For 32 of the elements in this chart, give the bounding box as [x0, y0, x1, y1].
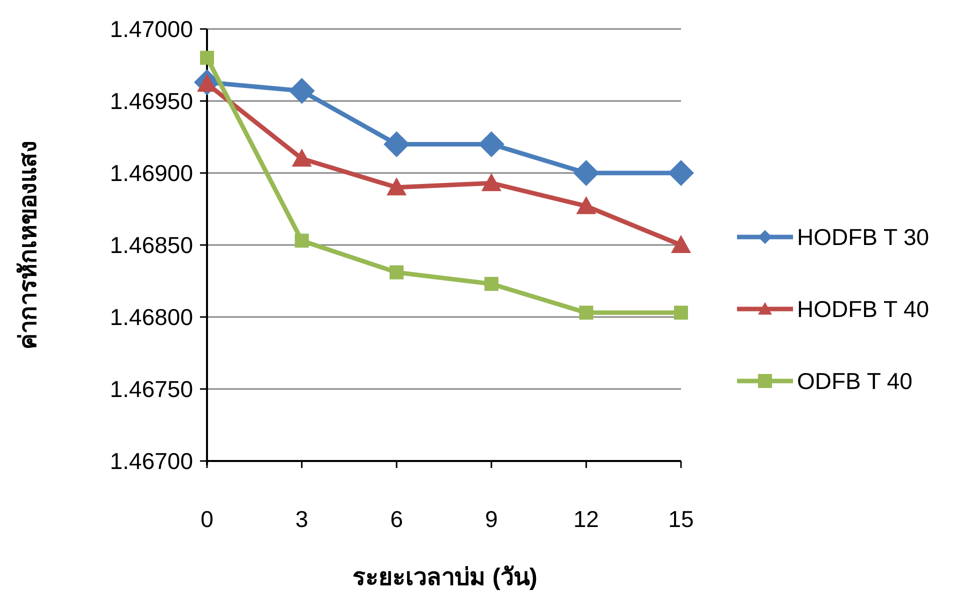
- x-tick-label: 15: [668, 506, 694, 532]
- y-tick-label: 1.46800: [110, 304, 193, 330]
- y-tick-label: 1.46850: [110, 232, 193, 258]
- y-tick-label: 1.47000: [110, 16, 193, 42]
- point: [573, 160, 600, 186]
- x-tick-label: 0: [200, 506, 214, 532]
- x-tick-label: 3: [295, 506, 308, 532]
- point: [386, 177, 407, 196]
- point: [200, 50, 214, 65]
- y-axis-title: ค่าการหักเหของแสง: [15, 140, 42, 350]
- legend-label: ODFB T 40: [797, 368, 912, 394]
- point: [484, 276, 498, 291]
- y-tick-label: 1.46900: [110, 160, 193, 186]
- point: [390, 265, 404, 280]
- point: [671, 235, 691, 253]
- legend-label: HODFB T 30: [797, 224, 930, 250]
- x-tick-label: 6: [390, 506, 403, 532]
- point: [481, 173, 502, 192]
- point: [668, 160, 694, 186]
- legend-label: HODFB T 40: [797, 296, 930, 322]
- point: [576, 196, 596, 214]
- point: [674, 306, 688, 320]
- y-tick-label: 1.46950: [110, 88, 193, 114]
- point: [288, 78, 315, 104]
- point: [294, 234, 309, 248]
- point: [292, 148, 312, 167]
- x-tick-label: 12: [573, 506, 599, 532]
- y-tick-label: 1.46750: [110, 376, 193, 402]
- y-tick-label: 1.46700: [110, 448, 193, 474]
- x-axis-title: ระยะเวลาบ่ม (วัน): [352, 564, 538, 591]
- x-tick-label: 9: [485, 506, 498, 532]
- point: [579, 306, 594, 320]
